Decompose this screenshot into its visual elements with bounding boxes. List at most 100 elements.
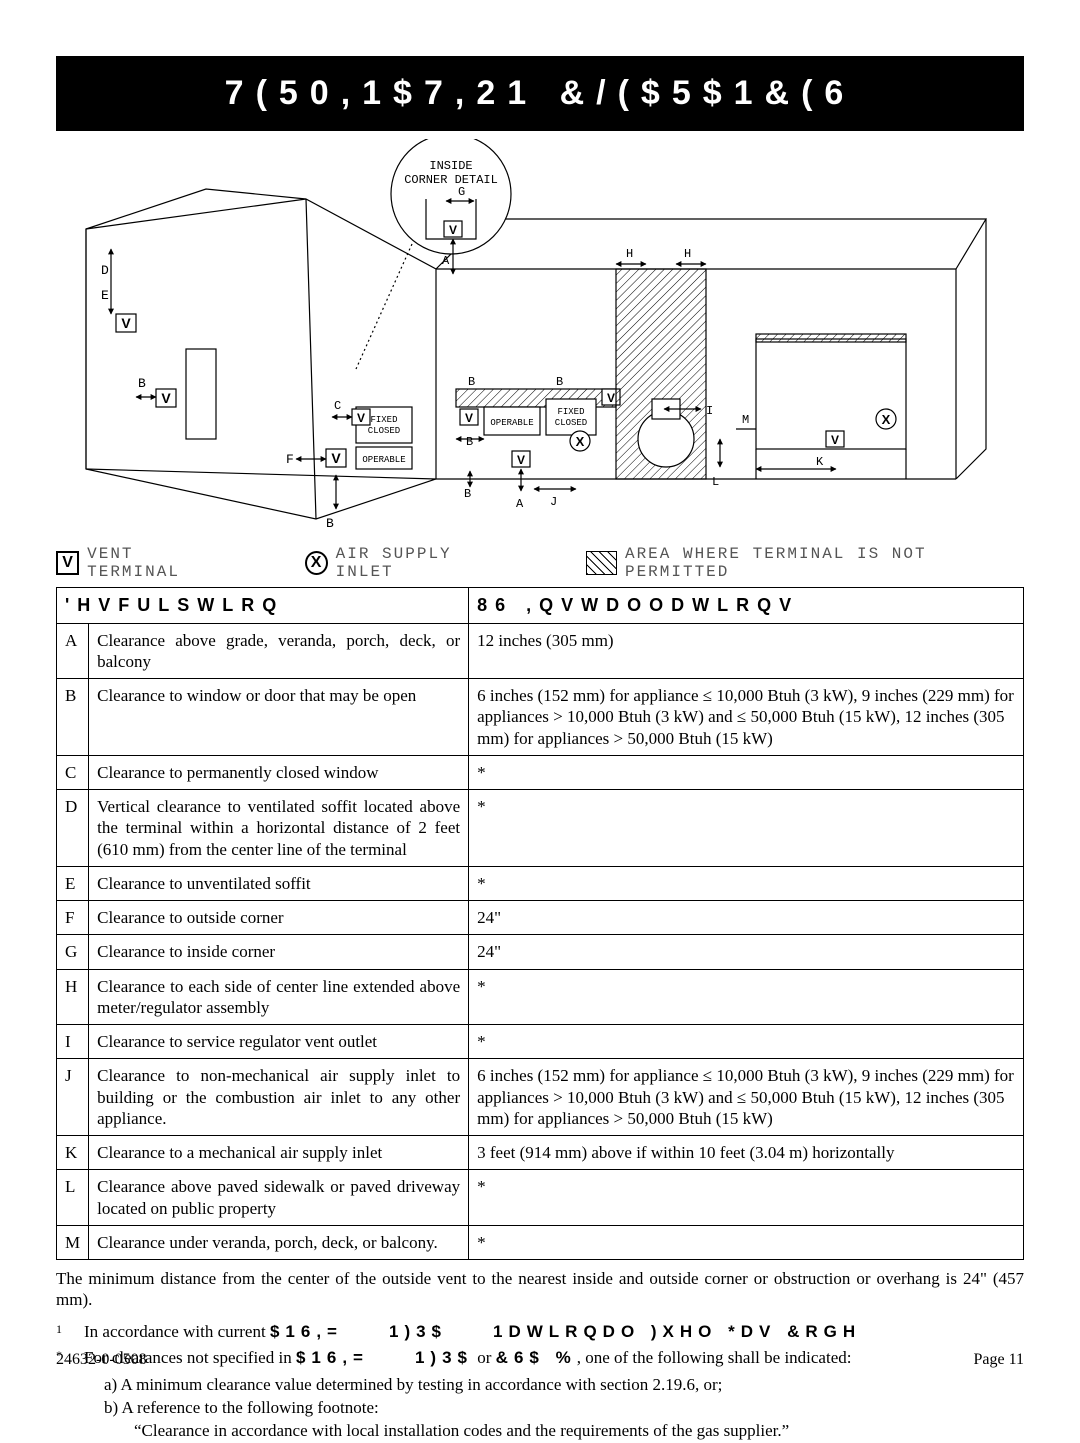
svg-text:H: H [626, 247, 633, 261]
svg-text:V: V [517, 453, 525, 467]
footer-doc-number: 24632-0-0508 [56, 1351, 147, 1369]
svg-text:INSIDE: INSIDE [429, 159, 472, 173]
vent-terminal-icon: V [56, 551, 79, 575]
svg-text:G: G [458, 185, 465, 199]
svg-text:F: F [286, 452, 294, 467]
legend-not-permitted: AREA WHERE TERMINAL IS NOT PERMITTED [625, 545, 1024, 581]
svg-text:CORNER DETAIL: CORNER DETAIL [404, 173, 498, 187]
row-us-install: 6 inches (152 mm) for appliance ≤ 10,000… [469, 1059, 1024, 1136]
row-description: Clearance to outside corner [89, 901, 469, 935]
legend-vent-terminal: VENT TERMINAL [87, 545, 231, 581]
table-row: KClearance to a mechanical air supply in… [57, 1136, 1024, 1170]
th-us-installations: 86 ,QVWDOODWLRQV [469, 588, 1024, 624]
svg-text:B: B [464, 487, 471, 501]
svg-text:H: H [684, 247, 691, 261]
row-us-install: * [469, 1025, 1024, 1059]
row-key: K [57, 1136, 89, 1170]
svg-text:FIXED: FIXED [370, 415, 397, 425]
svg-text:B: B [466, 435, 473, 449]
row-key: I [57, 1025, 89, 1059]
row-key: M [57, 1225, 89, 1259]
row-us-install: 12 inches (305 mm) [469, 623, 1024, 679]
row-description: Clearance to each side of center line ex… [89, 969, 469, 1025]
svg-text:X: X [576, 434, 585, 449]
svg-text:D: D [101, 263, 109, 278]
svg-text:B: B [138, 376, 146, 391]
termination-diagram: V V D E B V F B INSIDE CORNER DETAIL G V… [56, 139, 1024, 539]
row-description: Clearance to window or door that may be … [89, 679, 469, 756]
not-permitted-hatch-icon [586, 551, 617, 575]
svg-text:K: K [816, 455, 824, 469]
footnote-1-text: In accordance with current $16,= 1)3$ 1D… [84, 1321, 861, 1344]
row-key: J [57, 1059, 89, 1136]
table-row: MClearance under veranda, porch, deck, o… [57, 1225, 1024, 1259]
diagram-legend: V VENT TERMINAL X AIR SUPPLY INLET AREA … [56, 545, 1024, 581]
svg-text:CLOSED: CLOSED [368, 426, 400, 436]
row-us-install: 3 feet (914 mm) above if within 10 feet … [469, 1136, 1024, 1170]
row-us-install: * [469, 866, 1024, 900]
table-row: JClearance to non-mechanical air supply … [57, 1059, 1024, 1136]
row-us-install: * [469, 969, 1024, 1025]
minimum-distance-note: The minimum distance from the center of … [56, 1268, 1024, 1311]
svg-text:J: J [550, 495, 557, 509]
svg-text:M: M [742, 413, 749, 427]
svg-text:OPERABLE: OPERABLE [362, 455, 405, 465]
svg-text:E: E [101, 288, 109, 303]
row-us-install: * [469, 790, 1024, 867]
svg-text:B: B [468, 375, 475, 389]
table-row: BClearance to window or door that may be… [57, 679, 1024, 756]
footnote-a: a) A minimum clearance value determined … [56, 1374, 1024, 1397]
svg-text:V: V [357, 411, 365, 425]
row-key: A [57, 623, 89, 679]
table-row: LClearance above paved sidewalk or paved… [57, 1170, 1024, 1226]
svg-text:L: L [712, 475, 719, 489]
svg-text:V: V [121, 315, 131, 331]
svg-text:A: A [516, 497, 524, 511]
row-us-install: 24" [469, 901, 1024, 935]
svg-text:V: V [465, 411, 473, 425]
table-row: CClearance to permanently closed window* [57, 755, 1024, 789]
page-title-banner: 7(50,1$7,21 &/($5$1&(6 [56, 56, 1024, 131]
row-description: Vertical clearance to ventilated soffit … [89, 790, 469, 867]
svg-text:V: V [331, 450, 341, 466]
th-description: 'HVFULSWLRQ [57, 588, 469, 624]
footnote-b: b) A reference to the following footnote… [56, 1397, 1024, 1420]
legend-air-supply: AIR SUPPLY INLET [336, 545, 513, 581]
table-row: AClearance above grade, veranda, porch, … [57, 623, 1024, 679]
row-us-install: * [469, 1225, 1024, 1259]
row-key: E [57, 866, 89, 900]
row-description: Clearance to inside corner [89, 935, 469, 969]
svg-text:V: V [449, 223, 457, 237]
table-row: DVertical clearance to ventilated soffit… [57, 790, 1024, 867]
svg-text:V: V [161, 390, 171, 406]
row-key: F [57, 901, 89, 935]
row-description: Clearance to service regulator vent outl… [89, 1025, 469, 1059]
svg-text:I: I [706, 404, 713, 418]
table-row: GClearance to inside corner24" [57, 935, 1024, 969]
table-row: EClearance to unventilated soffit* [57, 866, 1024, 900]
svg-text:V: V [831, 433, 839, 447]
table-row: HClearance to each side of center line e… [57, 969, 1024, 1025]
row-description: Clearance to unventilated soffit [89, 866, 469, 900]
row-key: B [57, 679, 89, 756]
svg-text:B: B [556, 375, 563, 389]
row-description: Clearance to a mechanical air supply inl… [89, 1136, 469, 1170]
row-description: Clearance under veranda, porch, deck, or… [89, 1225, 469, 1259]
row-us-install: * [469, 755, 1024, 789]
row-description: Clearance above grade, veranda, porch, d… [89, 623, 469, 679]
svg-text:FIXED: FIXED [557, 407, 584, 417]
svg-text:V: V [607, 391, 615, 405]
row-us-install: 6 inches (152 mm) for appliance ≤ 10,000… [469, 679, 1024, 756]
row-key: H [57, 969, 89, 1025]
table-row: IClearance to service regulator vent out… [57, 1025, 1024, 1059]
svg-text:OPERABLE: OPERABLE [490, 418, 533, 428]
svg-text:C: C [334, 399, 341, 413]
footnotes: 1 In accordance with current $16,= 1)3$ … [56, 1321, 1024, 1443]
row-key: G [57, 935, 89, 969]
row-us-install: 24" [469, 935, 1024, 969]
table-row: FClearance to outside corner24" [57, 901, 1024, 935]
row-description: Clearance to permanently closed window [89, 755, 469, 789]
row-description: Clearance to non-mechanical air supply i… [89, 1059, 469, 1136]
clearance-table: 'HVFULSWLRQ 86 ,QVWDOODWLRQV AClearance … [56, 587, 1024, 1260]
row-description: Clearance above paved sidewalk or paved … [89, 1170, 469, 1226]
